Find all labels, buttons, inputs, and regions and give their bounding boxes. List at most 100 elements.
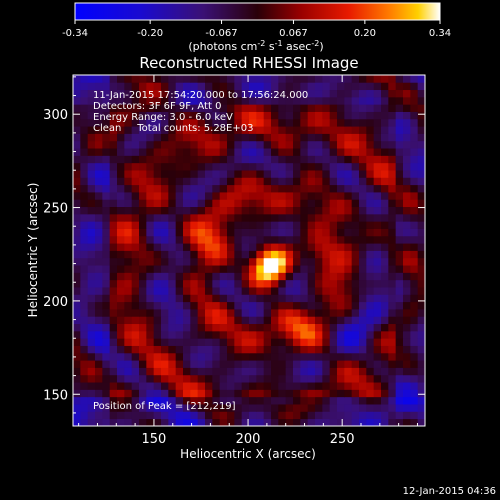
heatmap-cell bbox=[146, 257, 155, 266]
heatmap-cell bbox=[388, 170, 397, 178]
heatmap-cell bbox=[168, 265, 177, 273]
heatmap-cell bbox=[344, 140, 353, 149]
heatmap-cell bbox=[87, 418, 96, 426]
heatmap-cell bbox=[300, 228, 309, 237]
heatmap-cell bbox=[73, 374, 81, 383]
heatmap-cell bbox=[109, 111, 118, 120]
heatmap-cell bbox=[381, 126, 389, 134]
heatmap-cell bbox=[227, 265, 235, 273]
heatmap-cell bbox=[263, 301, 272, 310]
heatmap-cell bbox=[153, 126, 162, 134]
heatmap-cell bbox=[212, 323, 221, 332]
heatmap-cell bbox=[175, 192, 184, 200]
heatmap-cell bbox=[95, 389, 103, 398]
heatmap-cell bbox=[153, 272, 162, 281]
heatmap-cell bbox=[307, 374, 316, 383]
heatmap-cell bbox=[124, 140, 133, 149]
heatmap-cell bbox=[285, 228, 294, 237]
heatmap-cell bbox=[366, 360, 375, 368]
heatmap-cell bbox=[329, 155, 338, 164]
heatmap-cell bbox=[80, 170, 89, 178]
heatmap-cell bbox=[278, 111, 287, 120]
heatmap-cell bbox=[315, 352, 323, 361]
heatmap-cell bbox=[131, 82, 140, 91]
heatmap-cell bbox=[278, 279, 287, 288]
heatmap-cell bbox=[153, 243, 162, 251]
heatmap-cell bbox=[131, 75, 140, 83]
heatmap-cell bbox=[190, 243, 199, 251]
heatmap-cell bbox=[322, 140, 331, 149]
heatmap-cell bbox=[161, 382, 169, 390]
heatmap-cell bbox=[139, 235, 147, 244]
heatmap-cell bbox=[256, 301, 265, 310]
heatmap-cell bbox=[293, 96, 301, 105]
heatmap-cell bbox=[293, 352, 301, 361]
heatmap-cell bbox=[190, 177, 199, 186]
heatmap-cell bbox=[175, 374, 184, 383]
heatmap-cell bbox=[278, 411, 287, 420]
heatmap-cell bbox=[109, 279, 118, 288]
heatmap-cell bbox=[190, 170, 199, 178]
heatmap-cell bbox=[80, 404, 89, 412]
heatmap-cell bbox=[183, 338, 191, 346]
heatmap-cell bbox=[212, 309, 221, 317]
heatmap-cell bbox=[102, 104, 111, 112]
heatmap-cell bbox=[329, 418, 338, 426]
heatmap-cell bbox=[241, 272, 250, 281]
heatmap-cell bbox=[351, 323, 360, 332]
heatmap-cell bbox=[241, 89, 250, 98]
heatmap-cell bbox=[249, 382, 257, 390]
heatmap-cell bbox=[131, 360, 140, 368]
heatmap-cell bbox=[80, 367, 89, 376]
heatmap-cell bbox=[95, 345, 103, 354]
heatmap-cell bbox=[212, 118, 221, 127]
heatmap-cell bbox=[329, 257, 338, 266]
heatmap-cell bbox=[139, 162, 147, 171]
heatmap-cell bbox=[87, 396, 96, 405]
heatmap-cell bbox=[241, 257, 250, 266]
heatmap-cell bbox=[403, 111, 411, 120]
heatmap-cell bbox=[410, 118, 419, 127]
heatmap-cell bbox=[234, 287, 243, 295]
heatmap-cell bbox=[234, 148, 243, 156]
heatmap-cell bbox=[373, 155, 382, 164]
heatmap-cell bbox=[212, 367, 221, 376]
heatmap-cell bbox=[241, 411, 250, 420]
heatmap-cell bbox=[322, 148, 331, 156]
heatmap-cell bbox=[410, 199, 419, 208]
heatmap-cell bbox=[366, 287, 375, 295]
heatmap-cell bbox=[175, 177, 184, 186]
heatmap-cell bbox=[212, 316, 221, 325]
heatmap-cell bbox=[146, 338, 155, 346]
heatmap-cell bbox=[212, 411, 221, 420]
heatmap-cell bbox=[190, 184, 199, 193]
heatmap-cell bbox=[271, 345, 279, 354]
heatmap-cell bbox=[337, 126, 345, 134]
heatmap-cell bbox=[403, 418, 411, 426]
heatmap-cell bbox=[256, 389, 265, 398]
heatmap-cell bbox=[219, 250, 228, 259]
heatmap-cell bbox=[153, 265, 162, 273]
heatmap-cell bbox=[131, 257, 140, 266]
heatmap-cell bbox=[388, 148, 397, 156]
heatmap-cell bbox=[417, 374, 425, 383]
heatmap-cell bbox=[315, 111, 323, 120]
heatmap-cell bbox=[190, 133, 199, 142]
heatmap-cell bbox=[73, 170, 81, 178]
heatmap-cell bbox=[366, 396, 375, 405]
heatmap-cell bbox=[117, 389, 125, 398]
heatmap-cell bbox=[315, 192, 323, 200]
heatmap-cell bbox=[219, 206, 228, 215]
heatmap-cell bbox=[87, 96, 96, 105]
heatmap-cell bbox=[315, 257, 323, 266]
heatmap-cell bbox=[359, 352, 367, 361]
heatmap-cell bbox=[366, 418, 375, 426]
heatmap-cell bbox=[73, 396, 81, 405]
heatmap-cell bbox=[183, 323, 191, 332]
heatmap-cell bbox=[80, 294, 89, 303]
heatmap-cell bbox=[395, 374, 404, 383]
heatmap-cell bbox=[234, 396, 243, 405]
heatmap-cell bbox=[175, 367, 184, 376]
heatmap-cell bbox=[381, 213, 389, 222]
heatmap-cell bbox=[219, 360, 228, 368]
